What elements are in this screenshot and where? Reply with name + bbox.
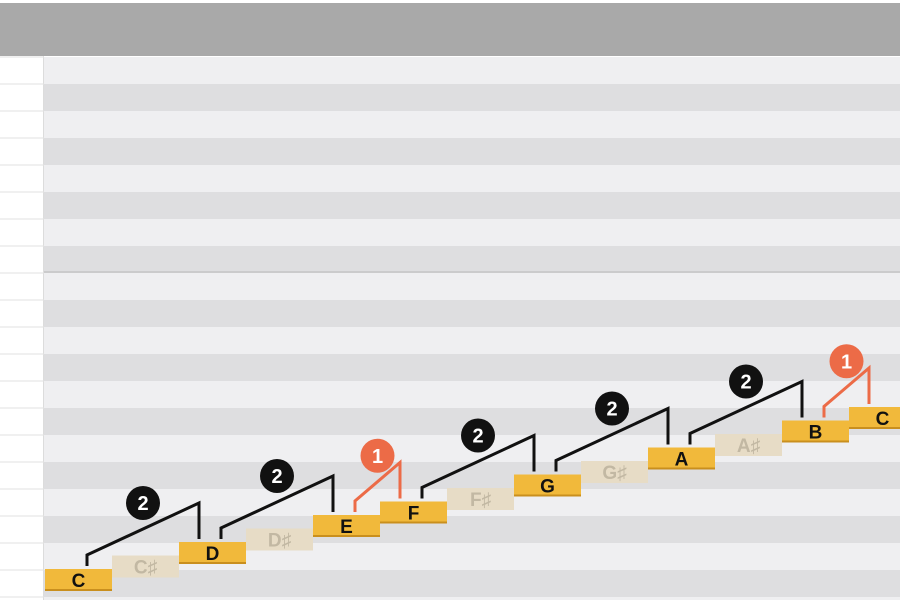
whole-step-bracket <box>219 473 335 539</box>
grid-row <box>44 597 900 600</box>
grid-row <box>44 57 900 84</box>
note-label: B <box>809 423 823 444</box>
piano-keyboard <box>0 56 44 600</box>
sharp-note-block <box>447 488 514 510</box>
step-label: 2 <box>740 372 751 394</box>
grid-row <box>44 246 900 273</box>
note-label: C <box>72 571 86 592</box>
note-label: F <box>408 504 420 525</box>
half-step-badge <box>829 344 864 379</box>
grid-row <box>44 327 900 354</box>
grid-row <box>44 273 900 300</box>
half-step-badge <box>360 438 395 473</box>
sharp-note-block <box>715 434 782 456</box>
note-block <box>782 420 849 443</box>
grid-row <box>44 300 900 327</box>
note-label: D♯ <box>268 531 291 552</box>
step-label: 2 <box>137 493 148 515</box>
whole-step-bracket <box>554 406 670 472</box>
step-label: 1 <box>841 351 852 373</box>
note-block <box>380 501 447 524</box>
note-label: A <box>675 450 689 471</box>
note-block <box>514 474 581 497</box>
half-step-bracket <box>353 459 402 512</box>
note-block-shadow <box>514 494 581 497</box>
grid-row <box>44 219 900 246</box>
note-block-shadow <box>782 440 849 443</box>
grid-row <box>44 516 900 543</box>
grid-row <box>44 165 900 192</box>
note-label: A♯ <box>737 436 760 457</box>
note-block <box>648 447 715 470</box>
whole-step-bracket <box>420 433 536 499</box>
step-label: 1 <box>372 446 383 468</box>
grid-row <box>44 354 900 381</box>
note-label: C♯ <box>134 558 157 579</box>
step-label: 2 <box>472 426 483 448</box>
note-block-shadow <box>380 521 447 524</box>
note-block-shadow <box>45 589 112 591</box>
toolbar <box>0 0 900 56</box>
sharp-note-block <box>581 461 648 483</box>
grid-row <box>44 138 900 165</box>
step-label: 2 <box>271 466 282 488</box>
note-label: C <box>876 409 890 430</box>
grid-row <box>44 570 900 597</box>
note-block <box>45 569 112 591</box>
note-block-shadow <box>179 562 246 564</box>
half-step-bracket <box>822 364 871 418</box>
note-label: E <box>340 517 353 538</box>
whole-step-bracket <box>85 500 201 566</box>
grid-row <box>44 84 900 111</box>
grid-row <box>44 462 900 489</box>
note-block-shadow <box>313 535 380 537</box>
note-block <box>313 515 380 537</box>
whole-step-badge <box>126 486 160 520</box>
note-block <box>849 407 900 429</box>
whole-step-badge <box>729 364 763 399</box>
note-block <box>179 542 246 564</box>
note-label: G♯ <box>602 463 626 484</box>
note-block-shadow <box>849 427 900 429</box>
grid-row <box>44 111 900 138</box>
note-label: G <box>540 477 555 498</box>
whole-step-badge <box>260 459 294 493</box>
sharp-note-block <box>246 528 313 551</box>
step-label: 2 <box>606 399 617 421</box>
sharp-note-block <box>112 555 179 578</box>
note-label: D <box>206 544 220 565</box>
note-block-shadow <box>648 467 715 470</box>
whole-step-badge <box>461 418 495 453</box>
grid-row <box>44 192 900 219</box>
whole-step-badge <box>595 391 629 426</box>
note-label: F♯ <box>470 490 491 511</box>
whole-step-bracket <box>688 379 804 445</box>
